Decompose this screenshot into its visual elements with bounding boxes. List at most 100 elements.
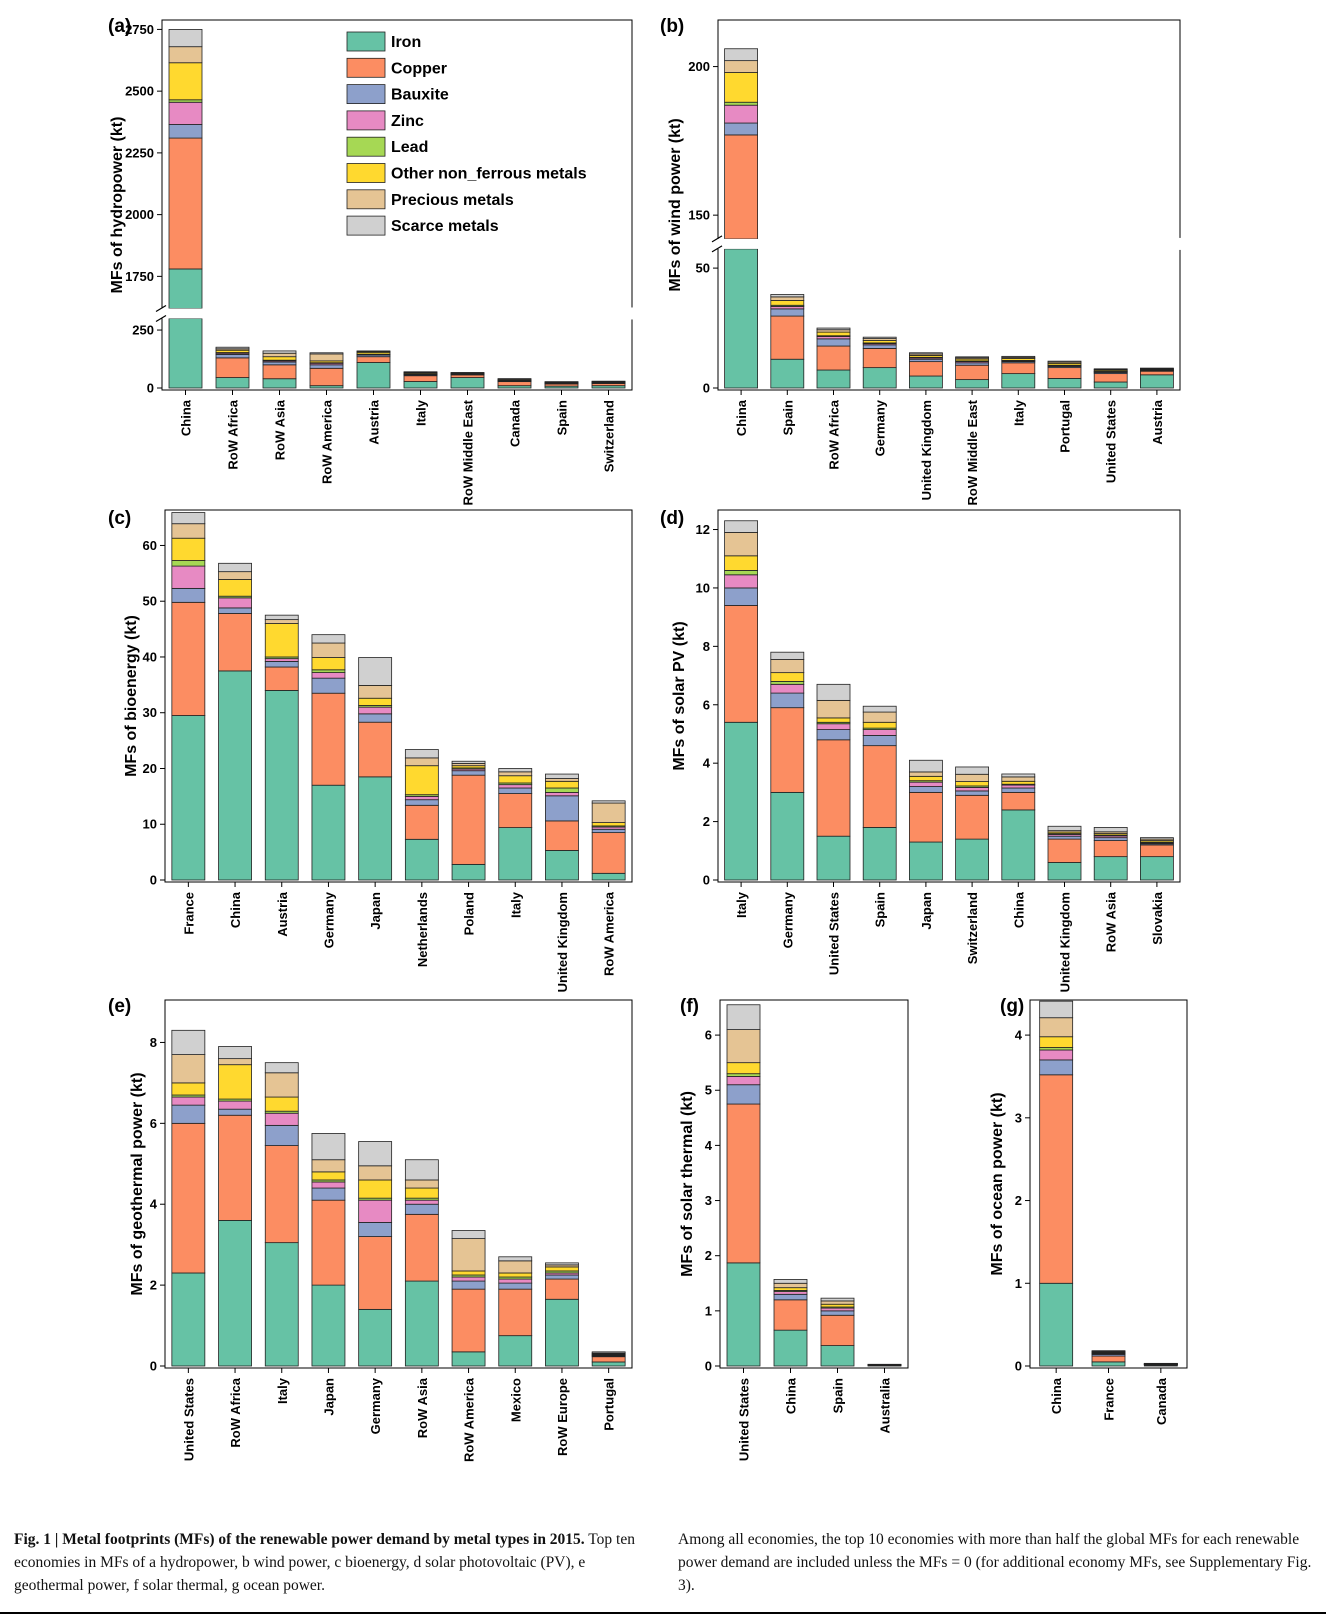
y-tick-label: 2250 — [125, 145, 154, 160]
legend-item: Copper — [346, 57, 447, 78]
bar-segment-zinc — [1039, 1049, 1074, 1061]
bar-segment-scarce-metals — [451, 760, 486, 764]
x-tick-label: RoW Middle East — [965, 399, 980, 505]
y-tick-label: 150 — [688, 208, 710, 223]
y-tick-label: 10 — [143, 817, 157, 832]
x-tick-label: Italy — [275, 1377, 290, 1404]
legend-item: Precious metals — [346, 189, 514, 210]
bar-france — [171, 512, 206, 881]
bar-segment-bauxite — [773, 1293, 808, 1301]
bar-segment-scarce-metals — [862, 705, 897, 713]
x-tick-label: Austria — [367, 399, 382, 445]
y-axis-title: MFs of hydropower (kt) — [109, 117, 126, 294]
y-tick-label: 2500 — [125, 84, 154, 99]
bar-segment-scarce-metals — [770, 294, 805, 298]
bar-segment-precious-metals — [404, 757, 439, 767]
bar-segment-bauxite — [1093, 837, 1128, 841]
x-tick-label: Germany — [873, 399, 888, 456]
bar-segment-lead — [171, 560, 206, 567]
bar-segment-copper — [171, 601, 206, 716]
bar-segment-scarce-metals — [955, 356, 989, 359]
bar-segment-zinc — [311, 1181, 346, 1189]
bar-segment-bauxite — [358, 713, 393, 723]
axis-break-mark — [711, 245, 723, 253]
bar-segment-iron — [1093, 856, 1128, 881]
panel-label: (b) — [660, 16, 684, 37]
bar-segment-other-non_ferrous-metals — [358, 697, 393, 706]
bar-segment-iron — [862, 827, 897, 881]
bar-segment-precious-metals — [726, 1029, 761, 1064]
bar-segment-scarce-metals — [724, 48, 758, 62]
bar-segment-scarce-metals — [862, 336, 897, 340]
y-tick-label: 0 — [150, 873, 157, 888]
bar-segment-zinc — [726, 1076, 761, 1086]
bar-segment-precious-metals — [498, 1260, 533, 1274]
bar-segment-iron — [404, 1280, 439, 1367]
panel-label: (a) — [108, 16, 131, 37]
bar-segment-copper — [1047, 838, 1082, 863]
bar-segment-zinc — [909, 781, 943, 787]
bar-italy — [1001, 355, 1036, 389]
bar-segment-iron — [770, 358, 805, 389]
bar-segment-copper — [545, 1278, 579, 1300]
bar-segment-scarce-metals — [724, 520, 758, 533]
bar-segment-precious-metals — [311, 642, 346, 658]
legend-item: Iron — [346, 31, 421, 52]
bar-china — [1001, 773, 1036, 881]
bar-segment-bauxite — [591, 828, 626, 834]
bar-segment-scarce-metals — [816, 327, 851, 331]
bar-segment-scarce-metals — [1093, 827, 1128, 833]
bar-segment-zinc — [171, 565, 206, 589]
bar-segment-iron — [215, 377, 250, 389]
x-tick-label: United States — [827, 892, 842, 975]
y-tick-label: 1750 — [125, 269, 154, 284]
x-tick-label: France — [1102, 1378, 1117, 1421]
bar-segment-copper — [498, 793, 533, 828]
x-tick-label: RoW Europe — [555, 1378, 570, 1456]
bar-segment-iron — [909, 841, 943, 881]
bar-segment-iron — [726, 1262, 761, 1367]
bar-segment-bauxite — [955, 790, 989, 796]
bar-segment-copper — [1140, 844, 1174, 858]
bar-segment-other-non_ferrous-metals — [591, 822, 626, 827]
bar-segment-zinc — [724, 104, 758, 124]
bar-segment-bauxite — [1047, 835, 1082, 840]
bar-segment-copper — [1047, 367, 1082, 379]
caption-text: Top ten economies in MFs of a hydropower… — [14, 1531, 635, 1594]
y-tick-label: 0 — [705, 1359, 712, 1374]
bar-germany — [770, 651, 805, 881]
bar-segment-zinc — [358, 1199, 393, 1223]
bar-segment-scarce-metals — [262, 350, 297, 354]
bar-segment-zinc — [218, 597, 252, 609]
bar-segment-bauxite — [168, 124, 203, 139]
bar-segment-copper — [1093, 373, 1128, 383]
legend-swatch — [346, 189, 386, 210]
bar-segment-bauxite — [215, 353, 250, 359]
bar-segment-copper — [591, 1356, 626, 1363]
bar-row-middle-east — [955, 356, 989, 389]
bar-segment-iron — [1091, 1361, 1126, 1367]
bar-segment-iron — [816, 835, 851, 881]
x-tick-label: United Kingdom — [1058, 892, 1073, 992]
bar-segment-iron — [168, 268, 203, 309]
bar-segment-iron — [168, 318, 203, 389]
bar-segment-scarce-metals — [311, 634, 346, 644]
bar-segment-copper — [773, 1299, 808, 1331]
bar-segment-other-non_ferrous-metals — [264, 1096, 299, 1112]
x-tick-label: Portugal — [1058, 400, 1073, 453]
bar-segment-bauxite — [171, 587, 206, 603]
legend-swatch — [346, 136, 386, 157]
y-axis-title: MFs of ocean power (kt) — [989, 1092, 1006, 1275]
y-tick-label: 1 — [705, 1303, 712, 1318]
bar-segment-copper — [218, 613, 252, 672]
bar-segment-scarce-metals — [1140, 367, 1174, 370]
bar-segment-iron — [311, 1284, 346, 1367]
bar-italy — [724, 520, 758, 881]
x-tick-label: Spain — [555, 400, 570, 435]
bar-segment-scarce-metals — [909, 759, 943, 773]
x-tick-label: China — [734, 399, 749, 436]
bar-segment-other-non_ferrous-metals — [726, 1062, 761, 1075]
y-axis-title: MFs of wind power (kt) — [667, 118, 684, 291]
axis-break-gap — [156, 308, 632, 319]
bar-segment-copper — [264, 666, 299, 691]
